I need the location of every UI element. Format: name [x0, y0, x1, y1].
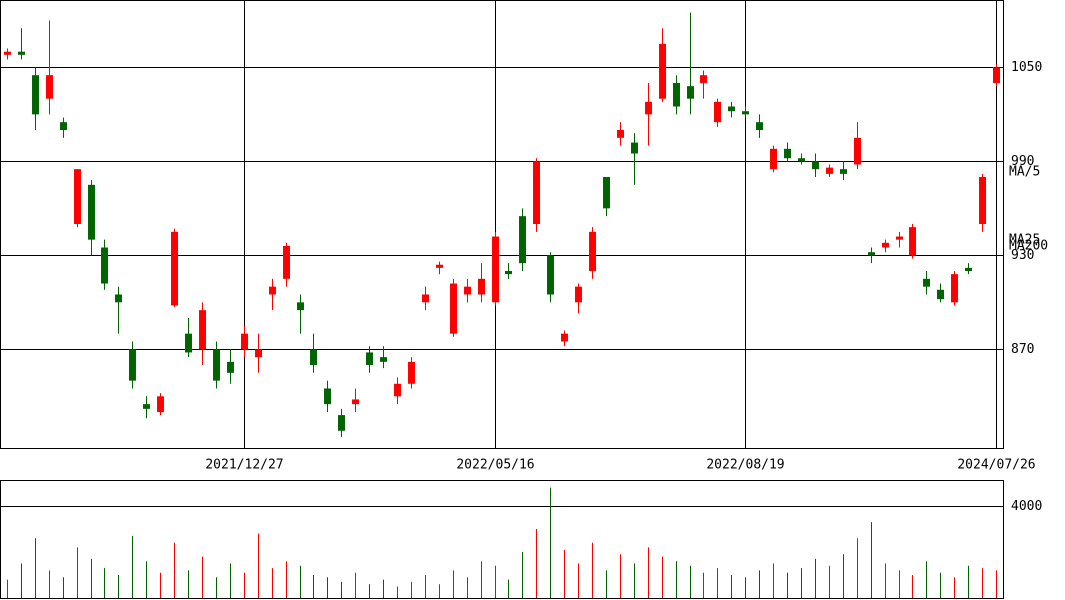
candle-body — [269, 286, 276, 295]
candle-body — [338, 415, 345, 431]
candle-body — [631, 142, 638, 154]
candle-body — [742, 111, 749, 115]
candle-body — [533, 161, 540, 224]
candle-body — [589, 231, 596, 271]
candle-body — [673, 83, 680, 107]
candle-body — [32, 75, 39, 115]
candle-body — [60, 122, 67, 131]
candle-body — [909, 227, 916, 256]
candle-body — [951, 274, 958, 303]
candle-body — [770, 148, 777, 170]
candle-body — [478, 278, 485, 295]
y-tick-label: 4000 — [1011, 499, 1042, 514]
candle-body — [143, 404, 150, 409]
candle-body — [896, 236, 903, 240]
x-tick-label: 2022/05/16 — [456, 458, 534, 473]
legend-label: MA200 — [1009, 239, 1048, 254]
candle-body — [993, 67, 1000, 84]
y-tick-label: 930 — [1011, 248, 1034, 263]
candle-body — [255, 349, 262, 358]
candle-body — [366, 352, 373, 365]
candle-body — [199, 310, 206, 350]
candle-body — [297, 302, 304, 311]
candle-body — [227, 361, 234, 373]
candle-body — [547, 255, 554, 295]
candle-body — [450, 283, 457, 334]
volume-frame — [0, 480, 1004, 599]
y-tick-label: 870 — [1011, 342, 1034, 357]
candle-body — [464, 286, 471, 295]
candle-body — [812, 161, 819, 170]
x-tick-label: 2021/12/27 — [205, 458, 283, 473]
candle-body — [645, 101, 652, 115]
candle-body — [88, 184, 95, 240]
candle-body — [714, 101, 721, 123]
y-tick-label: 990 — [1011, 154, 1034, 169]
candle-body — [241, 333, 248, 350]
candle-body — [422, 294, 429, 303]
candle-body — [561, 333, 568, 342]
candle-body — [115, 294, 122, 303]
candle-body — [436, 264, 443, 268]
candle-body — [798, 158, 805, 162]
candle-body — [380, 357, 387, 362]
candle-body — [617, 130, 624, 138]
candle-body — [171, 231, 178, 306]
candle-body — [394, 383, 401, 397]
candle-body — [352, 399, 359, 405]
candle-body — [324, 388, 331, 405]
candle-body — [185, 333, 192, 353]
candle-body — [937, 289, 944, 300]
candle-body — [923, 278, 930, 287]
candle-body — [157, 396, 164, 412]
candle-body — [310, 349, 317, 365]
legend-label: MA/5 — [1009, 165, 1040, 180]
candle-body — [46, 75, 53, 99]
candle-body — [868, 252, 875, 256]
candle-body — [575, 286, 582, 303]
candle-body — [408, 361, 415, 384]
candle-body — [965, 267, 972, 271]
candle-body — [101, 247, 108, 284]
candle-body — [18, 51, 25, 55]
candle-body — [979, 177, 986, 224]
candle-body — [854, 137, 861, 165]
x-tick-label: 2022/08/19 — [706, 458, 784, 473]
candle-body — [519, 216, 526, 264]
candle-body — [687, 86, 694, 99]
candle-body — [492, 236, 499, 303]
candle-body — [129, 349, 136, 381]
candle-body — [840, 169, 847, 174]
candle-body — [505, 270, 512, 275]
candle-body — [659, 43, 666, 99]
candle-body — [213, 349, 220, 381]
candle-body — [826, 167, 833, 174]
candle-body — [4, 51, 11, 55]
candle-body — [283, 245, 290, 279]
candle-body — [756, 122, 763, 131]
candle-body — [882, 242, 889, 248]
x-tick-label: 2024/07/26 — [957, 458, 1035, 473]
legend-label: MA25 — [1009, 233, 1040, 248]
candle-body — [74, 169, 81, 224]
y-tick-label: 1050 — [1011, 60, 1042, 75]
candle-body — [603, 177, 610, 209]
candle-body — [700, 75, 707, 84]
candle-body — [728, 106, 735, 112]
candle-body — [784, 148, 791, 159]
